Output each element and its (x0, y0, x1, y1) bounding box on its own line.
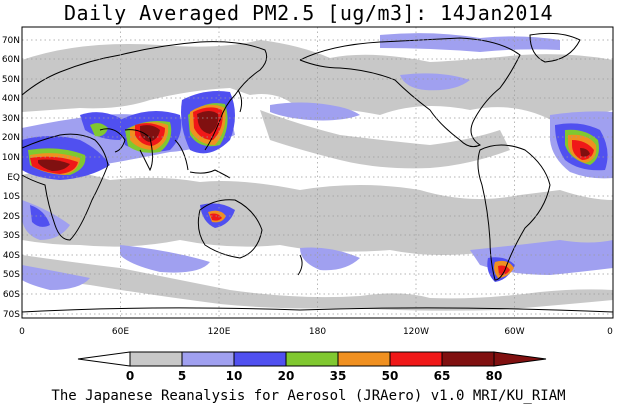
colorbar-label: 65 (434, 369, 451, 383)
lon-label: 60W (504, 327, 524, 337)
lat-label: 30N (2, 114, 20, 124)
coastlines (21, 32, 614, 313)
colorbar-label: 10 (226, 369, 243, 383)
colorbar-segment (285, 351, 339, 367)
colorbar-min-arrow (77, 351, 131, 367)
lat-label: 50S (3, 270, 20, 280)
lon-label: 0 (19, 327, 25, 337)
colorbar-segment (129, 351, 183, 367)
lon-label: 120E (208, 327, 231, 337)
colorbar-segment (441, 351, 495, 367)
latitude-axis: 70N 60N 50N 40N 30N 20N 10N EQ 10S 20S 3… (2, 36, 20, 320)
colorbar-label: 20 (278, 369, 295, 383)
map-frame (21, 26, 614, 319)
colorbar-label: 0 (126, 369, 134, 383)
colorbar: 0 5 10 20 35 50 65 80 (77, 351, 547, 383)
colorbar-segment (233, 351, 287, 367)
lat-label: 60S (3, 290, 20, 300)
lat-label: 10S (3, 192, 20, 202)
page-title: Daily Averaged PM2.5 [ug/m3]: 14Jan2014 (63, 1, 554, 25)
lat-label: 10N (2, 153, 20, 163)
colorbar-segment (389, 351, 443, 367)
lat-label: 20S (3, 212, 20, 222)
colorbar-segment (337, 351, 391, 367)
lat-label: 60N (2, 55, 20, 65)
lat-label: 30S (3, 231, 20, 241)
colorbar-label: 50 (382, 369, 399, 383)
credit-line: The Japanese Reanalysis for Aerosol (JRA… (51, 388, 566, 404)
lat-label: 20N (2, 133, 20, 143)
lat-label: 40N (2, 94, 20, 104)
lon-label: 120W (403, 327, 429, 337)
colorbar-label: 80 (486, 369, 503, 383)
colorbar-segment (181, 351, 235, 367)
lon-label: 180 (309, 327, 326, 337)
lat-label: 40S (3, 251, 20, 261)
lat-label: EQ (7, 173, 20, 183)
colorbar-label: 5 (178, 369, 186, 383)
lat-label: 50N (2, 75, 20, 85)
lat-label: 70N (2, 36, 20, 46)
colorbar-label: 35 (330, 369, 347, 383)
longitude-axis: 0 60E 120E 180 120W 60W 0 (19, 327, 613, 337)
graticule (22, 27, 613, 318)
lon-label: 60E (112, 327, 129, 337)
lon-label: 0 (607, 327, 613, 337)
colorbar-max-arrow (493, 351, 547, 367)
lat-label: 70S (3, 310, 20, 320)
